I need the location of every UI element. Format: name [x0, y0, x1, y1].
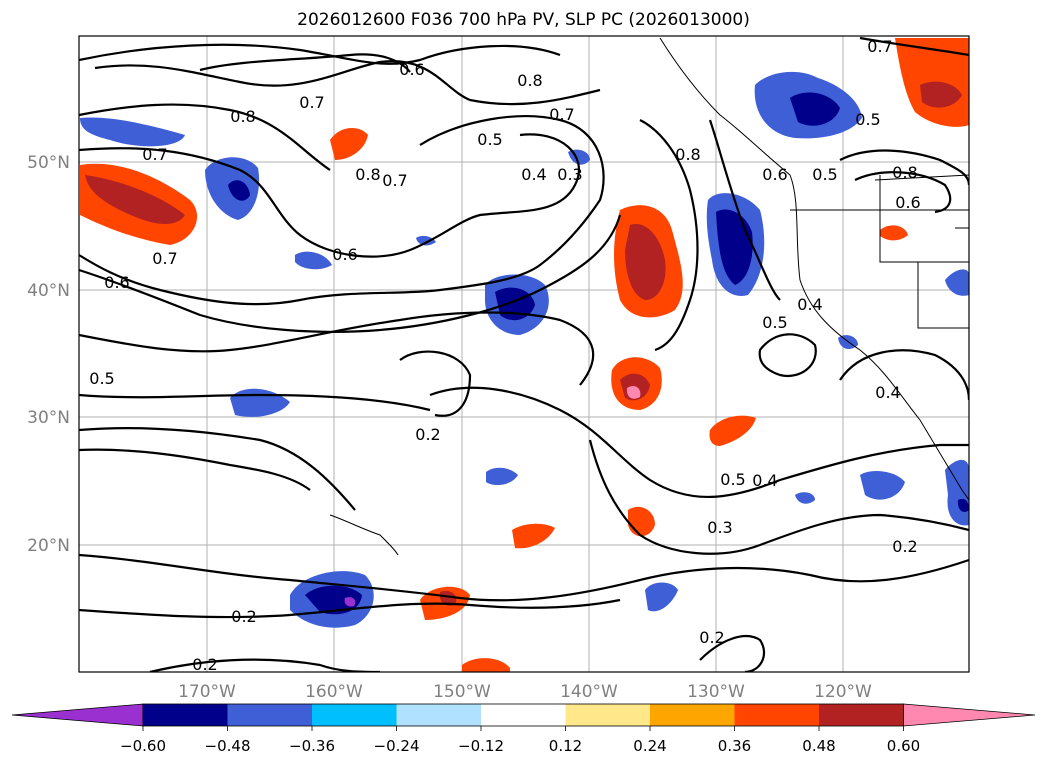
contour-label: 0.7	[142, 145, 167, 164]
contour-label: 0.6	[332, 245, 357, 264]
colorbar-tick-label: 0.24	[633, 737, 666, 755]
colorbar-tick-label: −0.48	[205, 737, 251, 755]
longitude-labels: 170°W 160°W 150°W 140°W 130°W 120°W	[178, 682, 872, 702]
colorbar-tick-label: −0.36	[289, 737, 335, 755]
contour-label: 0.5	[762, 313, 787, 332]
contour-label: 0.5	[812, 165, 837, 184]
lat-label: 30°N	[27, 408, 70, 428]
contour-label: 0.4	[797, 295, 822, 314]
contour-label: 0.2	[192, 655, 217, 674]
contour-label: 0.4	[521, 165, 546, 184]
colorbar-segment	[481, 704, 566, 726]
contour-label: 0.4	[875, 383, 900, 402]
contour-label: 0.5	[720, 470, 745, 489]
contour-label: 0.8	[517, 71, 542, 90]
contour-label: 0.8	[892, 163, 917, 182]
colorbar-segment	[143, 704, 228, 726]
contour-label: 0.8	[355, 165, 380, 184]
colorbar: −0.60 −0.48 −0.36 −0.24 −0.12 0.12 0.24 …	[11, 703, 1036, 755]
colorbar-segment	[396, 704, 481, 726]
map-title: 2026012600 F036 700 hPa PV, SLP PC (2026…	[297, 10, 750, 30]
lon-label: 140°W	[560, 682, 618, 702]
contours	[79, 36, 969, 672]
colorbar-tick-label: 0.48	[802, 737, 835, 755]
contour-label: 0.3	[557, 165, 582, 184]
colorbar-segment	[650, 704, 735, 726]
contour-label: 0.7	[867, 37, 892, 56]
contour-label: 0.7	[299, 93, 324, 112]
lat-label: 50°N	[27, 153, 70, 173]
lon-label: 130°W	[687, 682, 745, 702]
contour-label: 0.5	[477, 130, 502, 149]
contour-label: 0.6	[895, 193, 920, 212]
contour-label: 0.6	[104, 273, 129, 292]
colorbar-segment	[565, 704, 650, 726]
colorbar-segment	[312, 704, 397, 726]
colorbar-extend-right	[903, 703, 1036, 727]
lon-label: 160°W	[305, 682, 363, 702]
contour-label: 0.8	[675, 145, 700, 164]
colorbar-tick-label: −0.60	[120, 737, 166, 755]
contour-label: 0.7	[549, 105, 574, 124]
contour-label: 0.2	[892, 537, 917, 556]
contour-label: 0.5	[855, 110, 880, 129]
colorbar-segment	[819, 704, 904, 726]
contour-label: 0.7	[382, 171, 407, 190]
contour-label: 0.7	[152, 249, 177, 268]
pv-fill	[85, 175, 185, 225]
latitude-labels: 50°N 40°N 30°N 20°N	[27, 153, 70, 556]
colorbar-tick-label: 0.12	[549, 737, 582, 755]
colorbar-tick-label: −0.24	[374, 737, 420, 755]
contour-label: 0.6	[399, 60, 424, 79]
contour-label: 0.2	[699, 628, 724, 647]
lon-label: 150°W	[433, 682, 491, 702]
contour-label: 0.8	[230, 107, 255, 126]
contour-label: 0.5	[89, 369, 114, 388]
contour-label: 0.2	[231, 607, 256, 626]
contour-label: 0.2	[415, 425, 440, 444]
colorbar-extend-left	[11, 703, 144, 727]
contour-label: 0.3	[707, 518, 732, 537]
coastlines	[329, 37, 969, 556]
lon-label: 170°W	[178, 682, 236, 702]
colorbar-tick-label: 0.60	[887, 737, 920, 755]
lat-label: 40°N	[27, 281, 70, 301]
lon-label: 120°W	[814, 682, 872, 702]
colorbar-frame	[142, 703, 904, 727]
contour-labels: 0.8 0.7 0.7 0.6 0.8 0.8 0.7 0.5 0.4 0.3 …	[89, 37, 920, 674]
pv-positive-fills	[80, 38, 969, 672]
contour-label: 0.6	[762, 165, 787, 184]
colorbar-segment	[734, 704, 819, 726]
colorbar-tick-label: −0.12	[458, 737, 504, 755]
colorbar-ticks	[142, 726, 904, 731]
contour-label: 0.4	[752, 471, 777, 490]
colorbar-segment	[227, 704, 312, 726]
colorbar-tick-label: 0.36	[718, 737, 751, 755]
lat-label: 20°N	[27, 536, 70, 556]
map-frame	[78, 35, 970, 673]
